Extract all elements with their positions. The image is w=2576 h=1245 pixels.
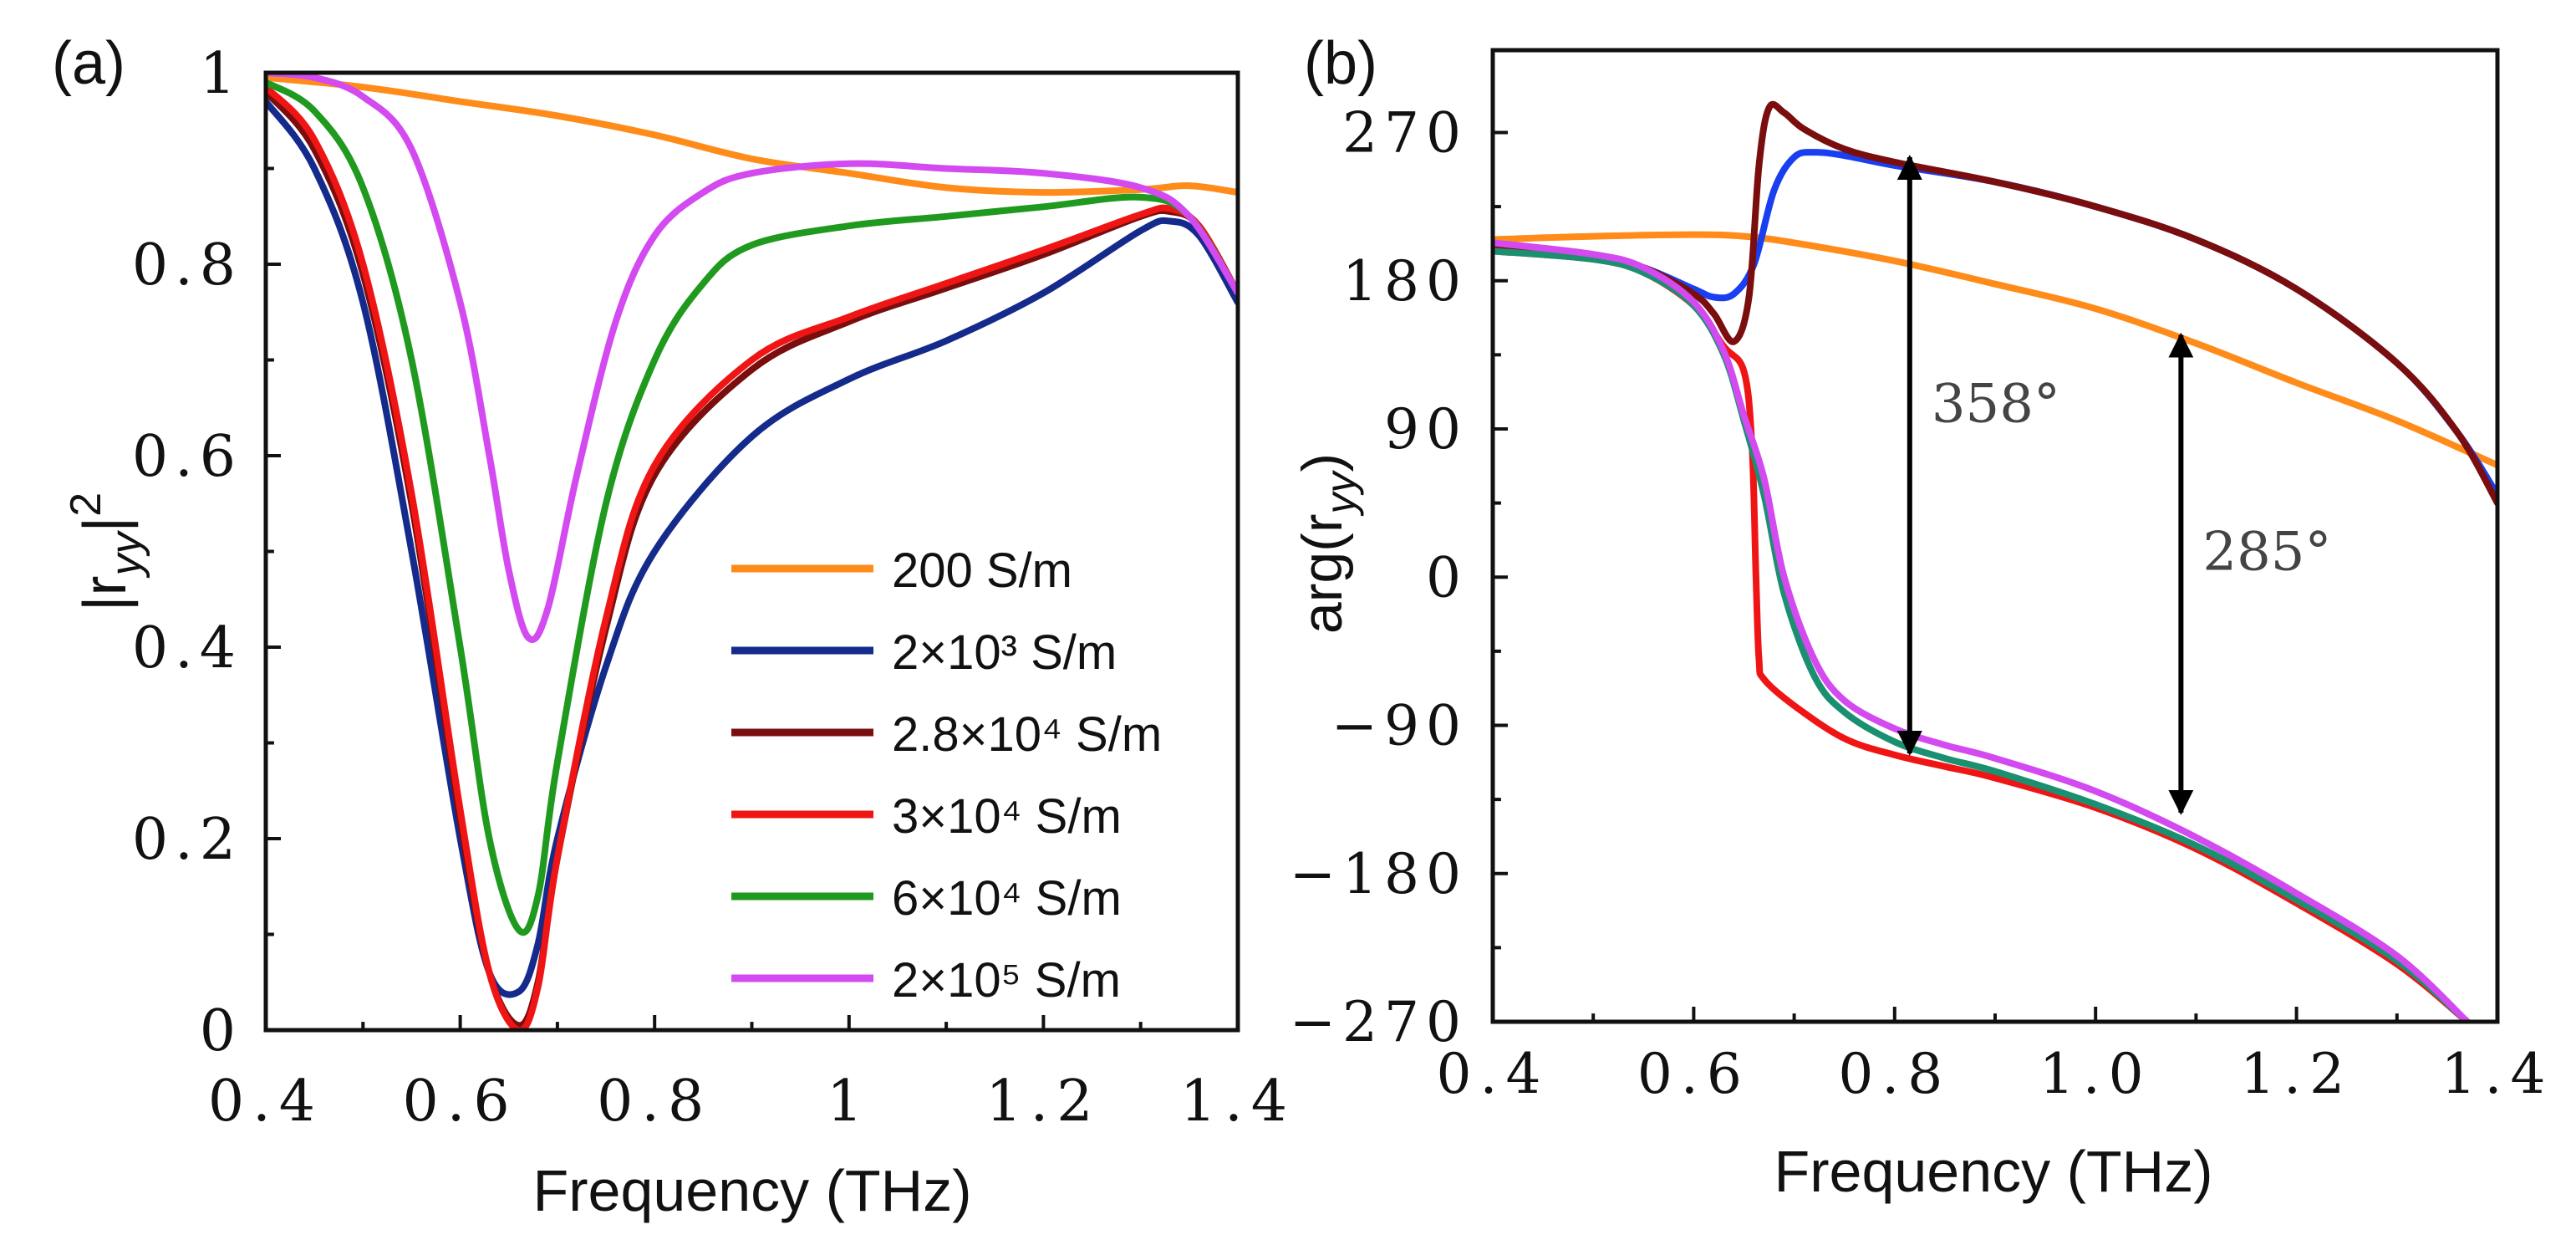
panel-b-y-axis-label-base: arg(r: [1291, 514, 1354, 635]
panel-b-y-tick-label: 180: [1342, 249, 1468, 314]
panel-a-legend: 200 S/m 2×10³ S/m 2.8×10⁴ S/m 3×10⁴ S/m 6×10…: [731, 543, 1162, 1008]
panel-b-annotations: 358° 285°: [1896, 155, 2332, 815]
panel-a-y-tick-label: 1: [200, 41, 242, 107]
annotation-label-1: 285°: [2202, 521, 2331, 583]
panel-b-series: [1493, 100, 2497, 1022]
panel-b-y-axis-label-tail: ): [1291, 453, 1354, 472]
panel-b-y-tick-label: 0: [1426, 545, 1468, 610]
panel-a-x-tick-label: 1: [827, 1069, 871, 1135]
panel-a-x-tick-label: 0.8: [597, 1069, 712, 1135]
panel-b: (b) 0.4 0.6 0.8 1.0 1.2 1.4 −270 −180 −90 0 90 180…: [1290, 30, 2554, 1204]
panel-a-y-axis-label-sup: 2: [62, 492, 110, 517]
panel-a-x-tick-label: 1.4: [1180, 1069, 1296, 1135]
panel-b-x-tick-label: 1.4: [2441, 1042, 2554, 1106]
panel-b-y-tick-label: −180: [1290, 842, 1468, 906]
panel-a-label: (a): [52, 30, 125, 97]
panel-a-y-axis-label-tail: |: [72, 517, 139, 533]
panel-b-x-tick-label: 0.8: [1838, 1042, 1951, 1106]
panel-a-series: [266, 73, 1238, 1030]
panel-a: (a) 0.4 0.6 0.8 1 1.2 1.4 0 0.2 0.4 0.6 0.8 1 Freq…: [52, 30, 1296, 1223]
panel-a-x-tick-label: 0.6: [403, 1069, 518, 1135]
panel-b-x-tick-label: 0.6: [1637, 1042, 1750, 1106]
panel-a-y-tick-label: 0.4: [132, 615, 242, 681]
panel-a-x-tick-label: 1.2: [985, 1069, 1101, 1135]
panel-b-x-tick-label: 1.0: [2039, 1042, 2152, 1106]
panel-b-x-axis-label: Frequency (THz): [1774, 1139, 2212, 1204]
panel-a-y-tick-label: 0.6: [132, 424, 242, 490]
panel-b-series-line-5: [1493, 239, 2471, 1022]
panel-a-y-tick-label: 0.8: [132, 232, 242, 298]
panel-b-y-ticks: −270 −180 −90 0 90 180 270: [1290, 101, 1508, 1054]
panel-a-y-tick-label: 0: [200, 998, 242, 1064]
panel-a-series-line-3: [266, 84, 1238, 1030]
panel-b-x-ticks: 0.4 0.6 0.8 1.0 1.2 1.4: [1437, 1007, 2554, 1106]
panel-b-y-axis-label-sub: yy: [1317, 470, 1364, 517]
legend-label-0: 200 S/m: [892, 543, 1072, 598]
legend-label-2: 2.8×10⁴ S/m: [892, 707, 1162, 762]
panel-b-series-line-2: [1493, 100, 2497, 507]
legend-label-1: 2×10³ S/m: [892, 625, 1117, 680]
legend-label-4: 6×10⁴ S/m: [892, 871, 1122, 926]
panel-a-y-tick-label: 0.2: [132, 807, 242, 873]
panel-b-axes-frame: [1490, 48, 2500, 1024]
panel-b-label: (b): [1304, 30, 1377, 97]
panel-a-series-line-0: [266, 74, 1238, 196]
legend-label-3: 3×10⁴ S/m: [892, 789, 1122, 844]
panel-b-y-tick-label: 90: [1384, 397, 1468, 462]
panel-a-y-axis-label: |ryy|2: [62, 492, 150, 611]
panel-a-series-line-5: [266, 73, 1238, 643]
panel-a-x-ticks: 0.4 0.6 0.8 1 1.2 1.4: [208, 1015, 1296, 1135]
panel-b-series-line-0: [1493, 231, 2497, 469]
legend-label-5: 2×10⁵ S/m: [892, 953, 1121, 1008]
panel-a-y-axis-label-base: |r: [72, 575, 139, 611]
panel-b-y-tick-label: −90: [1331, 694, 1468, 758]
panel-a-y-axis-label-sub: yy: [102, 529, 150, 578]
annotation-label-0: 358°: [1932, 373, 2060, 435]
panel-a-series-line-4: [266, 79, 1238, 936]
panel-b-x-tick-label: 1.2: [2240, 1042, 2353, 1106]
panel-a-x-axis-label: Frequency (THz): [532, 1158, 971, 1223]
panel-b-y-axis-label: arg(ryy): [1291, 453, 1364, 634]
panel-b-y-tick-label: 270: [1342, 101, 1468, 166]
panel-a-y-ticks: 0 0.2 0.4 0.6 0.8 1: [132, 41, 281, 1064]
panel-a-x-tick-label: 0.4: [208, 1069, 323, 1135]
panel-b-y-tick-label: −270: [1290, 990, 1468, 1054]
panel-b-x-tick-label: 0.4: [1437, 1042, 1550, 1106]
